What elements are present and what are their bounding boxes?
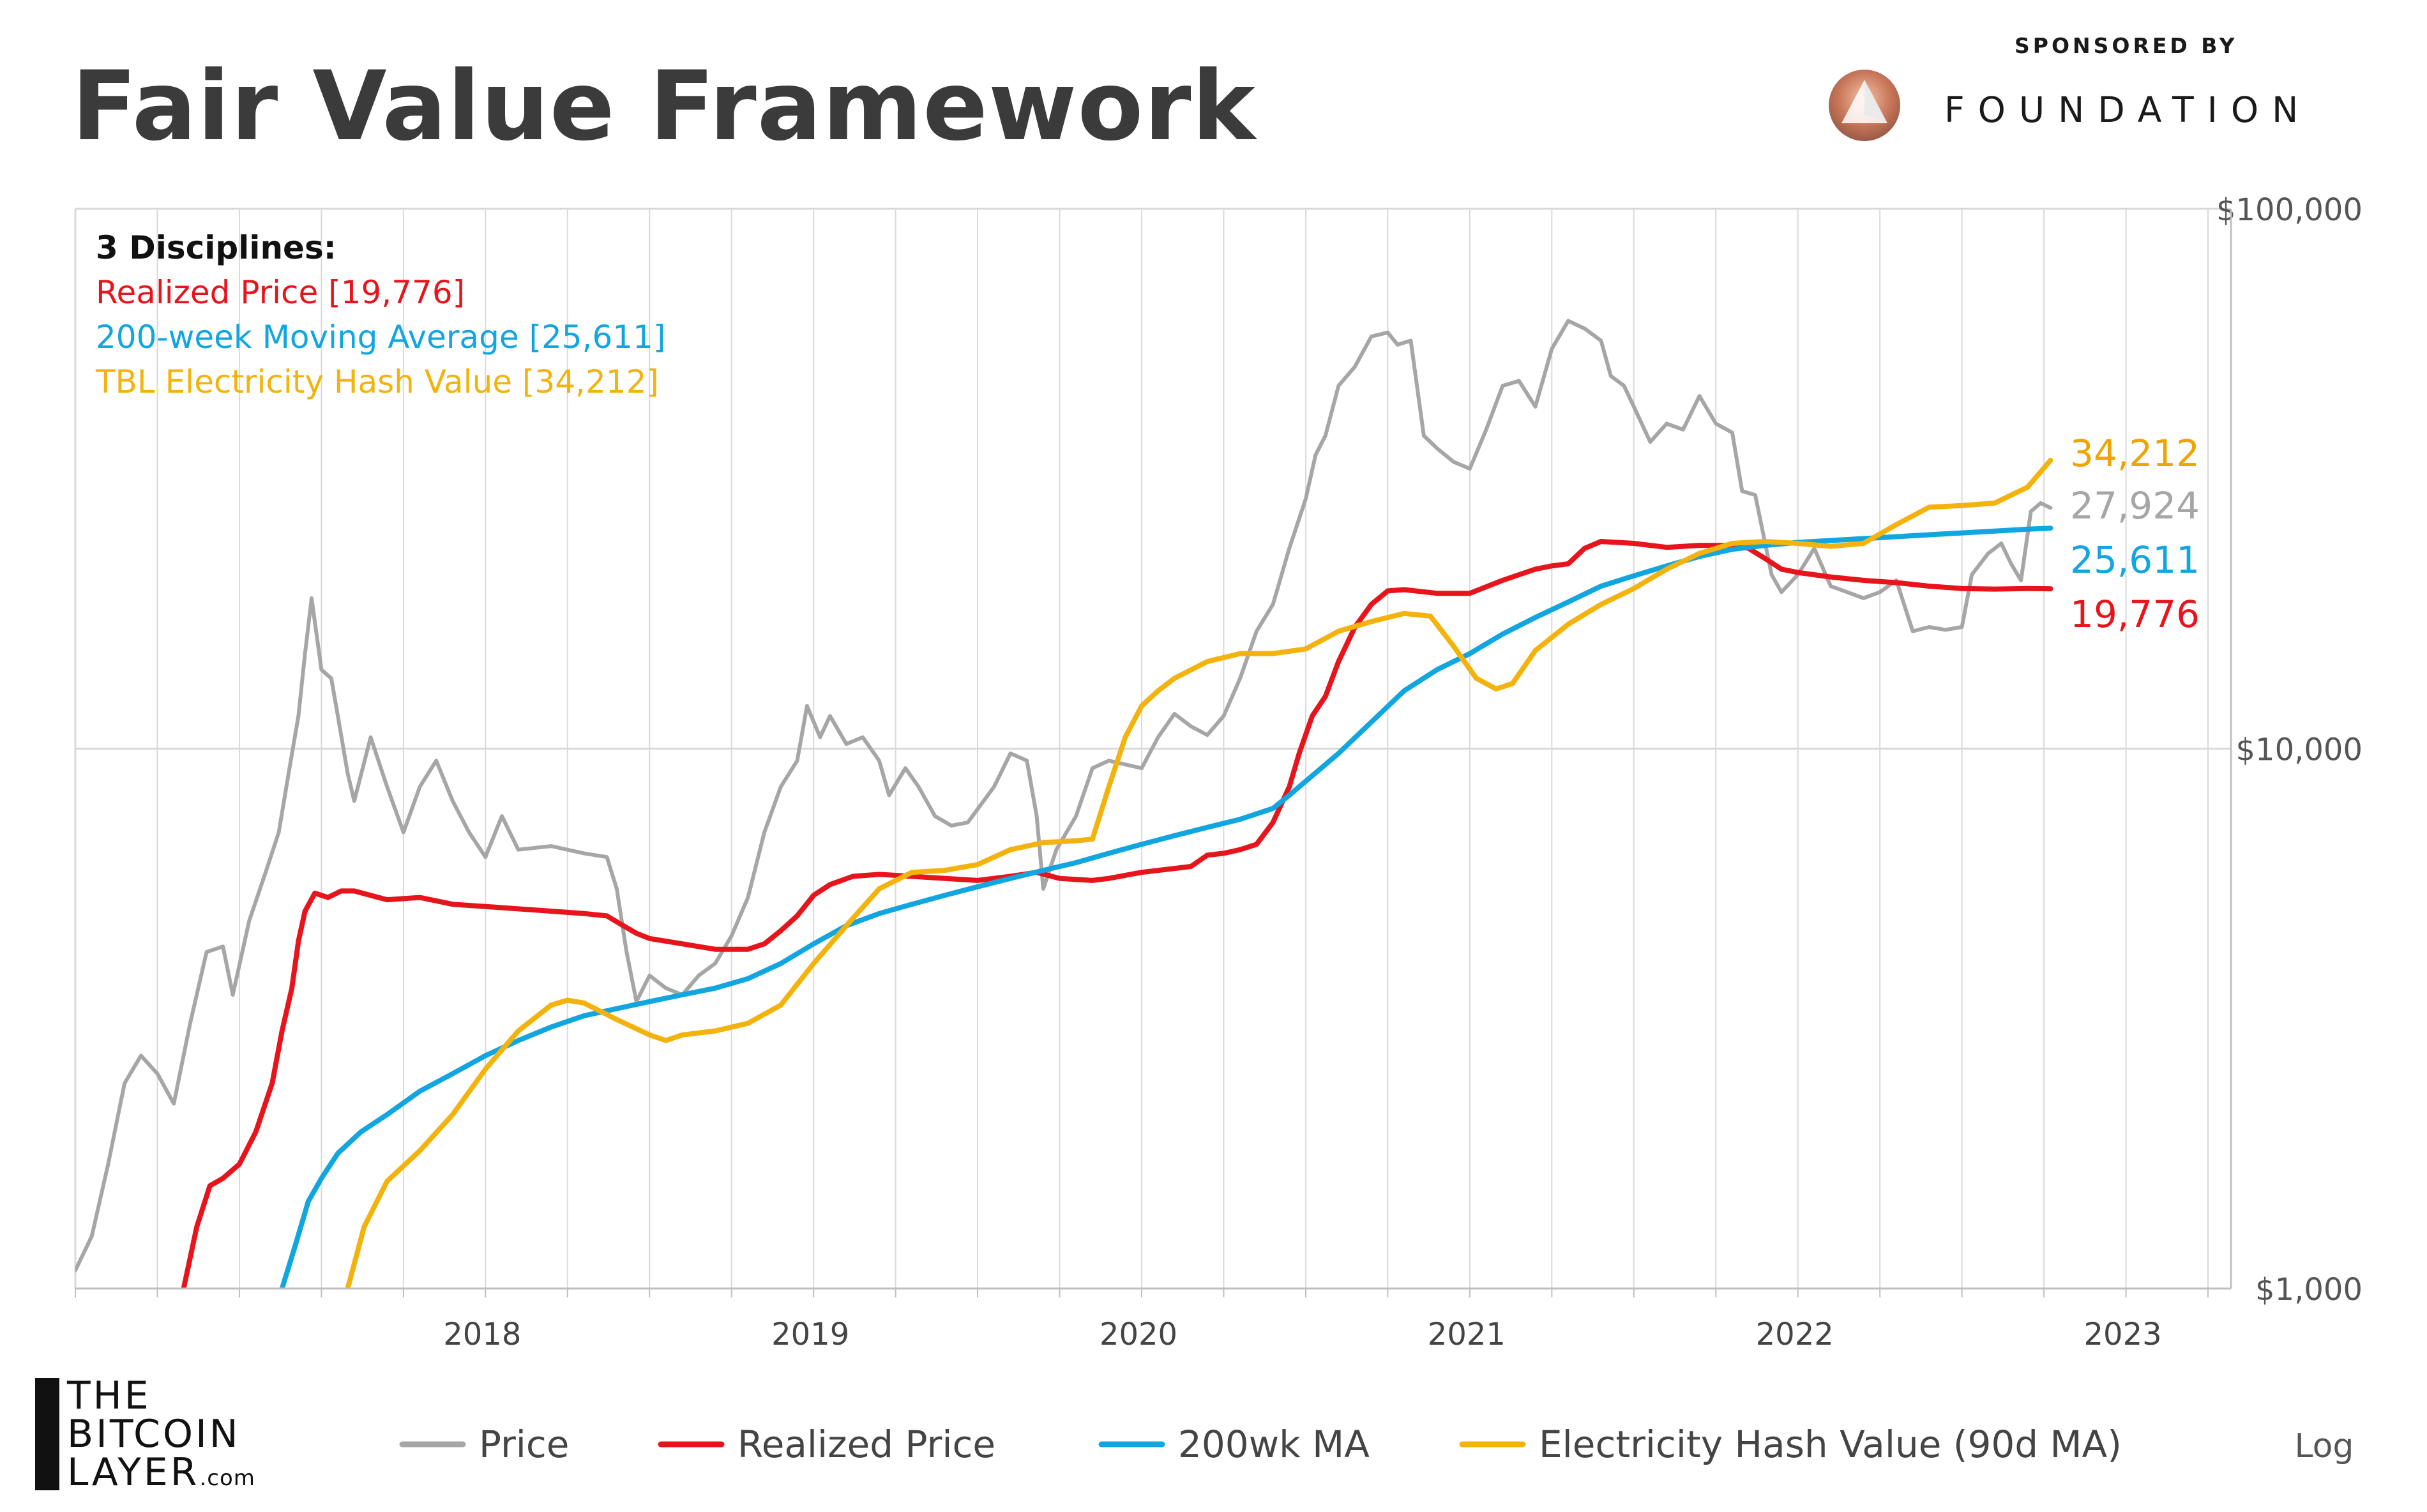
y-tick-label: $100,000	[2216, 192, 2363, 228]
legend: Price Realized Price 200wk MA Electricity H…	[399, 1423, 2354, 1466]
the-bitcoin-layer-logo: THE BITCOIN LAYER.com	[35, 1373, 303, 1494]
foundation-logo	[1829, 70, 1900, 141]
scale-label: Log	[2295, 1427, 2354, 1465]
logo-line-2: BITCOIN	[67, 1412, 241, 1456]
annotation-line: 200-week Moving Average [25,611]	[96, 319, 665, 356]
x-tick-label: 2019	[771, 1317, 849, 1352]
sponsor-name: FOUNDATION	[1944, 89, 2312, 130]
y-tick-label: $1,000	[2255, 1272, 2363, 1308]
series-line-price	[75, 319, 2053, 1273]
legend-label: Electricity Hash Value (90d MA)	[1539, 1423, 2122, 1466]
end-label: 34,212	[2070, 432, 2200, 475]
page-title: Fair Value Framework	[72, 51, 1257, 162]
end-label: 19,776	[2070, 593, 2200, 636]
series-line-realized-price	[181, 539, 2053, 1289]
legend-label: Realized Price	[737, 1423, 995, 1466]
series-layer	[75, 319, 2053, 1289]
end-label: 25,611	[2070, 538, 2200, 582]
logo-line-1: THE	[67, 1373, 151, 1418]
legend-label: Price	[479, 1423, 570, 1466]
x-tick-label: 2020	[1100, 1317, 1177, 1352]
logo-bar	[35, 1378, 59, 1490]
x-tick-label: 2023	[2083, 1317, 2161, 1352]
series-line-electricity-hash-value-90d-ma-	[345, 457, 2053, 1289]
logo-line-3: LAYER.com	[67, 1453, 255, 1492]
logo-line-3-text: LAYER	[67, 1450, 200, 1495]
annotation-title: 3 Disciplines:	[96, 229, 336, 266]
end-label: 27,924	[2070, 484, 2200, 527]
x-tick-label: 2022	[1756, 1317, 1834, 1352]
annotation-line: Realized Price [19,776]	[96, 274, 465, 311]
annotation-box: 3 Disciplines: Realized Price [19,776] 200…	[95, 229, 665, 400]
x-tick-label: 2018	[443, 1317, 521, 1352]
annotation-line: TBL Electricity Hash Value [34,212]	[95, 363, 659, 400]
logo-suffix: .com	[199, 1465, 255, 1491]
y-tick-label: $10,000	[2236, 732, 2363, 768]
axes: $100,000 $10,000 $1,000 2018 2019 2020 2021 202…	[75, 192, 2363, 1352]
end-labels: 34,212 27,924 25,611 19,776	[2070, 432, 2200, 636]
x-tick-label: 2021	[1428, 1317, 1506, 1352]
legend-label: 200wk MA	[1178, 1423, 1370, 1466]
sponsor-label: SPONSORED BY	[2015, 33, 2238, 58]
grid	[74, 208, 2231, 1290]
